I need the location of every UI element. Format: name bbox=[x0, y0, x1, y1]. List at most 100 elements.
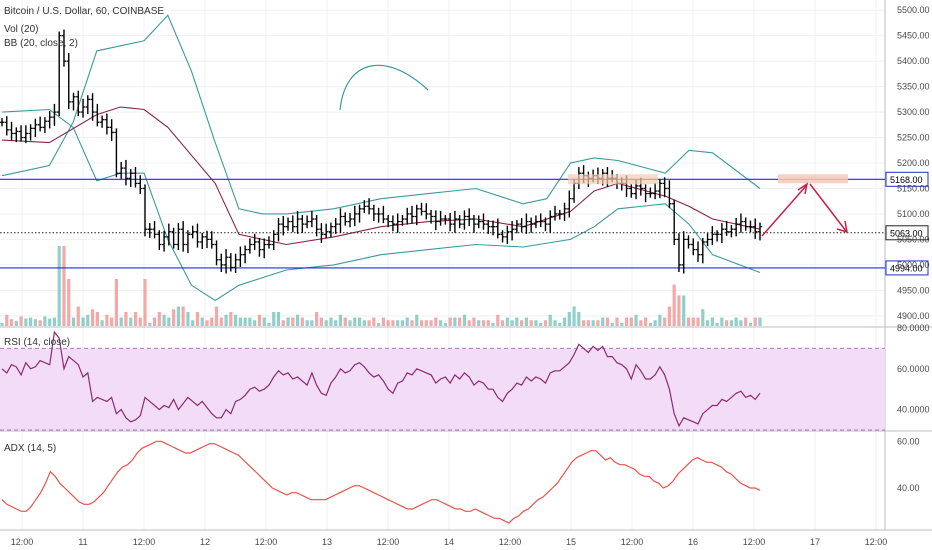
volume-bar bbox=[496, 314, 500, 326]
volume-bar bbox=[229, 312, 233, 326]
volume-bar bbox=[472, 317, 476, 326]
adx-tick: 40.00 bbox=[897, 483, 920, 493]
time-tick: 12:00 bbox=[743, 537, 766, 547]
volume-bar bbox=[658, 314, 662, 326]
volume-bar bbox=[686, 317, 691, 326]
volume-bar bbox=[343, 317, 347, 326]
bb-legend[interactable]: BB (20, close, 2) bbox=[4, 38, 78, 49]
last-price-tag bbox=[885, 225, 929, 241]
volume-bar bbox=[458, 317, 462, 326]
time-axis[interactable]: 12:00 11 12:00 12 12:00 13 12:00 14 12:00 15 12:00… bbox=[11, 537, 888, 547]
volume-bar bbox=[424, 320, 428, 326]
volume-bar bbox=[377, 323, 381, 326]
projection-arrow-down[interactable] bbox=[809, 183, 847, 232]
volume-bar bbox=[324, 320, 328, 326]
volume-bar bbox=[591, 320, 595, 326]
time-tick: 17 bbox=[810, 537, 820, 547]
volume-bar bbox=[48, 318, 52, 326]
time-tick: 12:00 bbox=[11, 537, 34, 547]
projection-arrow-up[interactable] bbox=[761, 185, 807, 237]
volume-bar bbox=[24, 318, 28, 326]
adx-legend[interactable]: ADX (14, 5) bbox=[4, 443, 56, 454]
volume-bar bbox=[744, 317, 748, 326]
rsi-legend[interactable]: RSI (14, close) bbox=[4, 337, 70, 348]
volume-bar bbox=[353, 317, 357, 326]
price-tick: 5050.00 bbox=[897, 234, 930, 244]
volume-bar bbox=[138, 317, 142, 326]
price-tick: 5500.00 bbox=[897, 5, 930, 15]
volume-bar bbox=[124, 312, 128, 326]
volume-bar bbox=[67, 279, 71, 326]
volume-bar bbox=[305, 320, 309, 326]
time-tick: 16 bbox=[688, 537, 698, 547]
time-tick: 11 bbox=[78, 537, 87, 547]
price-axis[interactable]: 5500.00 5450.00 5400.00 5350.00 5300.00 5250.… bbox=[897, 5, 930, 321]
volume-bar bbox=[357, 317, 362, 326]
level-tag-label: 5168.00 bbox=[890, 175, 923, 185]
resistance-zone[interactable] bbox=[568, 174, 658, 185]
time-tick: 12:00 bbox=[499, 537, 522, 547]
bb-lower-line bbox=[1, 108, 761, 302]
volume-bar bbox=[291, 317, 295, 326]
level-tag-0 bbox=[885, 171, 929, 187]
volume-bar bbox=[553, 320, 557, 326]
volume-bars bbox=[0, 246, 762, 326]
arrow-head-up bbox=[797, 182, 809, 195]
price-tick: 5100.00 bbox=[897, 209, 930, 219]
volume-bar bbox=[434, 317, 438, 326]
volume-bar bbox=[582, 320, 586, 326]
volume-bar bbox=[205, 320, 209, 326]
volume-bar bbox=[577, 312, 581, 326]
volume-bar bbox=[186, 312, 190, 326]
volume-bar bbox=[643, 317, 648, 326]
volume-bar bbox=[334, 320, 338, 326]
volume-bar bbox=[100, 320, 104, 326]
price-tick: 5200.00 bbox=[897, 158, 930, 168]
price-tick: 5450.00 bbox=[897, 31, 930, 41]
rsi-band bbox=[0, 348, 885, 430]
volume-bar bbox=[620, 323, 624, 326]
target-zone[interactable] bbox=[778, 174, 848, 184]
volume-bar bbox=[524, 317, 529, 326]
volume-bar bbox=[543, 320, 548, 326]
volume-bar bbox=[510, 320, 514, 326]
volume-bar bbox=[29, 317, 33, 326]
time-tick: 12:00 bbox=[133, 537, 156, 547]
volume-bar bbox=[86, 314, 90, 326]
level-tag-1 bbox=[885, 260, 929, 276]
volume-bar bbox=[701, 309, 705, 326]
time-tick: 15 bbox=[566, 537, 576, 547]
volume-bar bbox=[720, 317, 724, 326]
volume-bar bbox=[300, 317, 304, 326]
volume-bar bbox=[396, 320, 400, 326]
volume-bar bbox=[310, 320, 314, 326]
volume-bar bbox=[419, 320, 424, 326]
symbol-title[interactable]: Bitcoin / U.S. Dollar, 60, COINBASE bbox=[4, 6, 164, 17]
volume-bar bbox=[725, 320, 729, 326]
volume-bar bbox=[491, 323, 495, 326]
time-tick: 12:00 bbox=[865, 537, 888, 547]
volume-bar bbox=[748, 323, 753, 326]
vol-legend[interactable]: Vol (20) bbox=[4, 24, 38, 35]
volume-bar bbox=[691, 317, 695, 326]
rsi-line bbox=[1, 330, 761, 428]
time-tick: 12:00 bbox=[621, 537, 644, 547]
adx-line bbox=[1, 440, 761, 524]
volume-bar bbox=[9, 319, 14, 326]
volume-bar bbox=[110, 317, 114, 326]
volume-bar bbox=[152, 317, 157, 326]
volume-bar bbox=[14, 320, 18, 326]
bb-upper-line bbox=[1, 14, 761, 215]
drawn-arc[interactable] bbox=[339, 64, 429, 111]
volume-bar bbox=[515, 317, 519, 326]
volume-bar bbox=[372, 317, 376, 326]
volume-bar bbox=[610, 323, 614, 326]
volume-bar bbox=[119, 317, 123, 326]
volume-bar bbox=[429, 320, 433, 326]
volume-bar bbox=[634, 314, 638, 326]
volume-bar bbox=[462, 314, 467, 326]
arrow-head-down bbox=[836, 220, 848, 234]
volume-bar bbox=[410, 320, 414, 326]
volume-bar bbox=[315, 312, 319, 326]
